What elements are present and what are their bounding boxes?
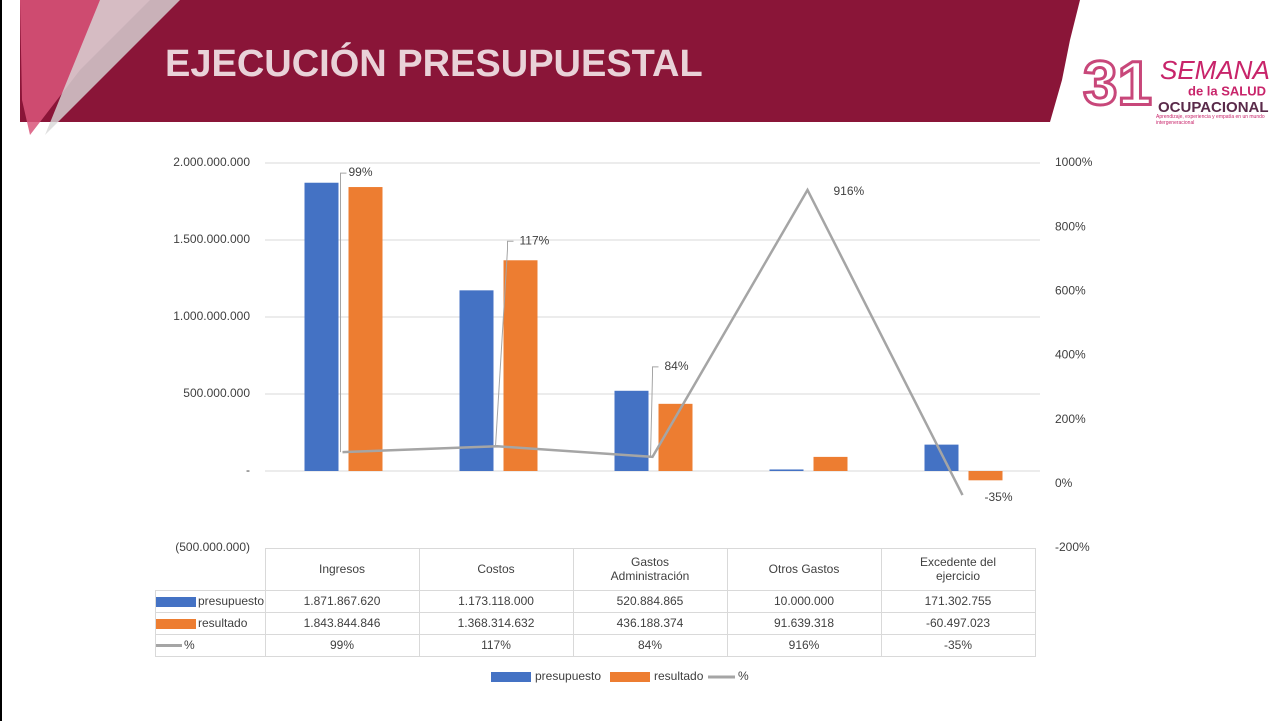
slide-title: EJECUCIÓN PRESUPUESTAL xyxy=(165,41,703,85)
table-corner xyxy=(155,548,266,591)
y2-tick-label: 800% xyxy=(1055,219,1086,233)
y-tick-label: 2.000.000.000 xyxy=(173,155,250,169)
leader-line xyxy=(650,366,659,457)
legend-label: % xyxy=(738,669,749,683)
logo-text: SEMANA xyxy=(1160,55,1270,85)
table-cell: -60.497.023 xyxy=(880,611,1036,635)
bar xyxy=(769,469,804,471)
bar xyxy=(304,182,339,471)
table-row: % 99% 117% 84% 916% -35% xyxy=(155,633,1036,657)
legend-label: resultado xyxy=(654,669,704,683)
legend-label: presupuesto xyxy=(535,669,601,683)
legend-key xyxy=(156,618,196,629)
y-tick-label: - xyxy=(246,463,250,477)
table-cell: -35% xyxy=(880,633,1036,657)
table-row: resultado 1.843.844.846 1.368.314.632 436.1… xyxy=(155,611,1036,635)
table-cell: 84% xyxy=(572,633,728,657)
data-label: 99% xyxy=(349,165,373,179)
y-tick-label: 1.500.000.000 xyxy=(173,232,250,246)
legend-key xyxy=(156,596,196,607)
logo-text: de la SALUD xyxy=(1188,83,1266,98)
table-cell: 99% xyxy=(264,633,420,657)
row-header: presupuesto xyxy=(155,589,266,613)
category-label: Gastos Administración xyxy=(572,548,728,591)
bar xyxy=(459,290,494,471)
brush-stroke xyxy=(45,0,180,135)
table-cell: 10.000.000 xyxy=(726,589,882,613)
line xyxy=(342,187,964,496)
row-header-label: % xyxy=(184,638,195,652)
data-table: Ingresos Costos Gastos Administración Otros… xyxy=(155,548,1036,657)
y-tick-label: 500.000.000 xyxy=(183,386,250,400)
legend-key xyxy=(491,672,531,682)
y-tick-label: 1.000.000.000 xyxy=(173,309,250,323)
logo-number: 31 xyxy=(1083,49,1152,118)
leader-line xyxy=(340,172,347,453)
legend-key xyxy=(610,672,650,682)
bar xyxy=(348,187,383,471)
data-label: 117% xyxy=(520,233,550,247)
logo-text: OCUPACIONAL xyxy=(1158,99,1269,116)
legend-key xyxy=(156,644,182,648)
row-header: resultado xyxy=(155,611,266,635)
table-cell: 1.368.314.632 xyxy=(418,611,574,635)
data-label: 916% xyxy=(834,184,865,198)
y2-tick-label: 1000% xyxy=(1055,155,1093,169)
header-band xyxy=(20,0,1080,122)
bar xyxy=(503,260,538,471)
category-label: Ingresos xyxy=(264,548,420,591)
table-cell: 916% xyxy=(726,633,882,657)
logo-tagline-box: Aprendizaje, experiencia y empatía en un… xyxy=(1156,114,1265,126)
bar xyxy=(614,390,649,471)
data-label: 84% xyxy=(665,359,689,373)
leader-line xyxy=(495,240,514,447)
y2-tick-label: 600% xyxy=(1055,284,1086,298)
data-label: -35% xyxy=(985,490,1013,504)
row-header-label: resultado xyxy=(198,616,248,630)
row-header: % xyxy=(155,633,266,657)
bar xyxy=(813,456,848,471)
logo-tagline: Aprendizaje, experiencia y empatía en un… xyxy=(1156,114,1265,126)
y2-tick-label: 400% xyxy=(1055,348,1086,362)
table-cell: 171.302.755 xyxy=(880,589,1036,613)
brush-stroke xyxy=(20,0,150,135)
y2-tick-label: 200% xyxy=(1055,412,1086,426)
table-cell: 436.188.374 xyxy=(572,611,728,635)
category-label: Otros Gastos xyxy=(726,548,882,591)
table-cell: 1.173.118.000 xyxy=(418,589,574,613)
bar xyxy=(924,444,959,471)
table-cell: 91.639.318 xyxy=(726,611,882,635)
table-header-row: Ingresos Costos Gastos Administración Otros… xyxy=(155,548,1036,591)
bar xyxy=(968,471,1003,481)
y2-tick-label: 0% xyxy=(1055,476,1073,490)
y2-tick-label: -200% xyxy=(1055,540,1090,554)
row-header-label: presupuesto xyxy=(198,594,265,608)
table-cell: 520.884.865 xyxy=(572,589,728,613)
table-cell: 1.843.844.846 xyxy=(264,611,420,635)
category-label: Excedente del ejercicio xyxy=(880,548,1036,591)
table-cell: 117% xyxy=(418,633,574,657)
category-label: Costos xyxy=(418,548,574,591)
table-cell: 1.871.867.620 xyxy=(264,589,420,613)
table-row: presupuesto 1.871.867.620 1.173.118.000 520… xyxy=(155,589,1036,613)
